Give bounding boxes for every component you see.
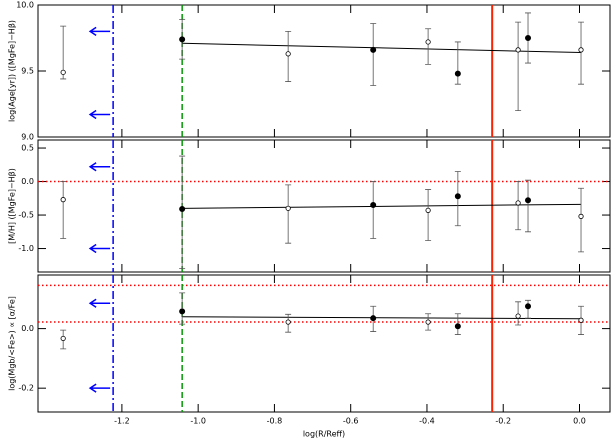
data-point xyxy=(179,206,186,213)
x-tick-label: -0.2 xyxy=(495,417,511,426)
y-tick-label: -1.0 xyxy=(18,244,34,253)
error-bar xyxy=(285,184,292,244)
fit-line xyxy=(182,316,582,320)
x-tick-label: -0.8 xyxy=(267,417,283,426)
y-tick-label: 10.0 xyxy=(16,1,34,10)
y-tick-label: -0.2 xyxy=(18,384,34,393)
panel-frame xyxy=(37,139,611,273)
error-bar xyxy=(515,301,522,326)
data-point xyxy=(515,200,521,206)
error-bar xyxy=(515,181,522,231)
limit-arrow xyxy=(88,298,111,308)
data-point xyxy=(285,319,291,325)
data-point xyxy=(179,36,186,43)
limit-arrow xyxy=(88,383,111,393)
data-point xyxy=(370,315,377,322)
y-axis-label: [M/H] ([MgFe]−Hβ) xyxy=(8,168,17,244)
limit-arrow xyxy=(88,26,111,37)
error-bar xyxy=(285,31,292,82)
data-point xyxy=(179,308,186,315)
y-axis-label: log(Age[yr]) ([MgFe]−Hβ) xyxy=(8,20,17,122)
panel-frame xyxy=(37,274,611,413)
data-point xyxy=(60,197,66,203)
data-point xyxy=(525,197,532,204)
error-bar xyxy=(578,21,585,85)
data-point xyxy=(425,319,431,325)
error-bar xyxy=(425,189,432,241)
y-tick-label: 0.0 xyxy=(21,324,34,333)
limit-arrow xyxy=(88,162,111,172)
y-tick-label: 9.0 xyxy=(21,133,34,142)
data-point xyxy=(285,51,291,57)
error-bar xyxy=(454,41,461,85)
data-point xyxy=(454,323,461,330)
data-point xyxy=(578,213,584,219)
y-axis-label: log(Mgb/<Fe>) ∝ [α/Fe] xyxy=(8,296,17,391)
data-point xyxy=(425,207,431,213)
data-point xyxy=(515,47,521,53)
data-point xyxy=(370,46,377,53)
data-point xyxy=(578,317,584,323)
data-point xyxy=(525,35,532,42)
x-tick-label: -0.4 xyxy=(419,417,435,426)
x-tick-label: -1.0 xyxy=(190,417,206,426)
fit-line xyxy=(182,203,582,209)
limit-arrow xyxy=(88,243,111,254)
x-tick-label: -0.6 xyxy=(343,417,359,426)
x-axis-label: log(R/Reff) xyxy=(303,430,345,439)
x-tick-label: 0.0 xyxy=(573,417,586,426)
data-point xyxy=(60,335,66,342)
error-bar xyxy=(60,181,67,239)
error-bar xyxy=(515,21,522,111)
error-bar xyxy=(578,187,585,253)
data-point xyxy=(515,313,521,319)
error-bar xyxy=(370,23,377,86)
error-bar xyxy=(425,28,432,65)
y-tick-label: 0.5 xyxy=(21,144,34,153)
data-point xyxy=(525,303,532,310)
error-bar xyxy=(370,181,377,239)
data-point xyxy=(425,39,431,45)
data-point xyxy=(370,201,377,208)
data-point xyxy=(285,205,291,211)
error-bar xyxy=(179,155,186,270)
data-point xyxy=(454,193,461,200)
error-bar xyxy=(525,179,532,233)
y-tick-label: 0.0 xyxy=(21,177,34,186)
x-tick-label: -1.2 xyxy=(114,417,130,426)
y-tick-label: 9.5 xyxy=(21,67,34,76)
data-point xyxy=(60,69,66,75)
data-point xyxy=(578,47,584,53)
fit-line xyxy=(182,42,582,54)
limit-arrow xyxy=(88,109,111,120)
y-tick-label: -0.5 xyxy=(18,211,34,220)
data-point xyxy=(454,70,461,77)
panel-frame xyxy=(37,4,611,138)
